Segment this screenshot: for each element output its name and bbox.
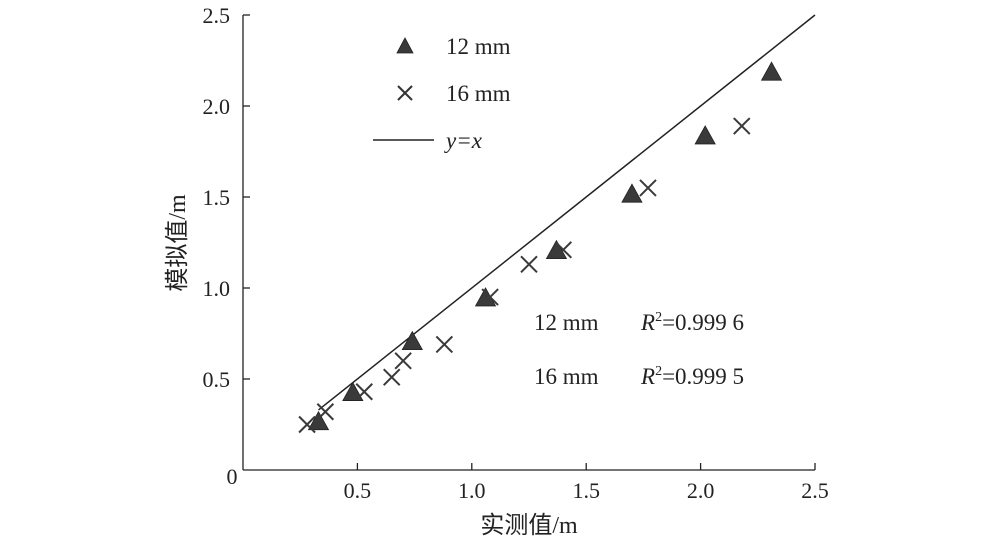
data-points (298, 61, 783, 434)
annotation-12mm-sup: 2 (655, 310, 662, 325)
annotation-16mm-series: 16 mm (534, 364, 599, 389)
point-16mm (383, 368, 401, 386)
point-16mm (316, 403, 335, 421)
point-16mm (298, 415, 316, 434)
point-16mm (355, 383, 373, 401)
annotation-16mm-r: R (640, 364, 655, 389)
x-tick-label: 0.5 (344, 478, 372, 503)
point-12mm (307, 410, 330, 431)
point-16mm (520, 255, 538, 274)
y-tick-label: 1.5 (203, 185, 231, 210)
x-axis-label: 实测值/m (480, 512, 578, 539)
point-12mm (760, 61, 783, 81)
y-tick-label: 0.5 (203, 367, 231, 392)
point-12mm (545, 239, 568, 260)
point-16mm (733, 117, 751, 135)
legend-label-16mm: 16 mm (446, 81, 511, 106)
point-16mm (639, 179, 657, 197)
legend: 12 mm 16 mm y=x (373, 34, 511, 153)
annotation-12mm-series: 12 mm (534, 310, 599, 335)
x-tick-label: 2.0 (687, 478, 715, 503)
x-tick-label: 2.5 (801, 478, 829, 503)
ticks: 0.5 1.0 1.5 2.0 2.5 0.5 1.0 1.5 2.0 2.5 (203, 3, 829, 503)
y-axis-label: 模拟值/m (164, 194, 191, 292)
legend-label-12mm: 12 mm (446, 34, 511, 59)
legend-label-yx: y=x (444, 128, 483, 153)
point-12mm (401, 330, 423, 351)
legend-cross-marker (397, 85, 413, 101)
axes (242, 15, 815, 471)
x-tick-label: 1.0 (458, 478, 486, 503)
x-tick-label: 1.5 (572, 478, 600, 503)
r2-annotations: 12 mm R2=0.999 6 16 mm R2=0.999 5 (534, 310, 744, 389)
annotation-12mm-r: R (640, 310, 655, 335)
y-tick-label: 2.0 (203, 94, 231, 119)
annotation-16mm: 16 mm R2=0.999 5 (534, 364, 744, 389)
point-16mm (481, 288, 499, 306)
point-12mm (342, 381, 364, 401)
reference-line-group (318, 14, 816, 411)
annotation-16mm-value: =0.999 5 (662, 364, 744, 389)
annotation-12mm-value: =0.999 6 (662, 310, 744, 335)
point-12mm (621, 183, 643, 203)
point-16mm (394, 352, 412, 370)
origin-label: 0 (227, 464, 238, 489)
annotation-12mm: 12 mm R2=0.999 6 (534, 310, 744, 335)
reference-line-y-equals-x (318, 14, 816, 411)
legend-triangle-marker (396, 37, 414, 54)
point-16mm (554, 241, 573, 259)
point-12mm (694, 125, 716, 145)
annotation-16mm-sup: 2 (655, 364, 662, 379)
point-16mm (435, 335, 454, 354)
y-tick-label: 1.0 (203, 276, 231, 301)
y-tick-label: 2.5 (203, 3, 231, 28)
point-12mm (474, 287, 497, 307)
